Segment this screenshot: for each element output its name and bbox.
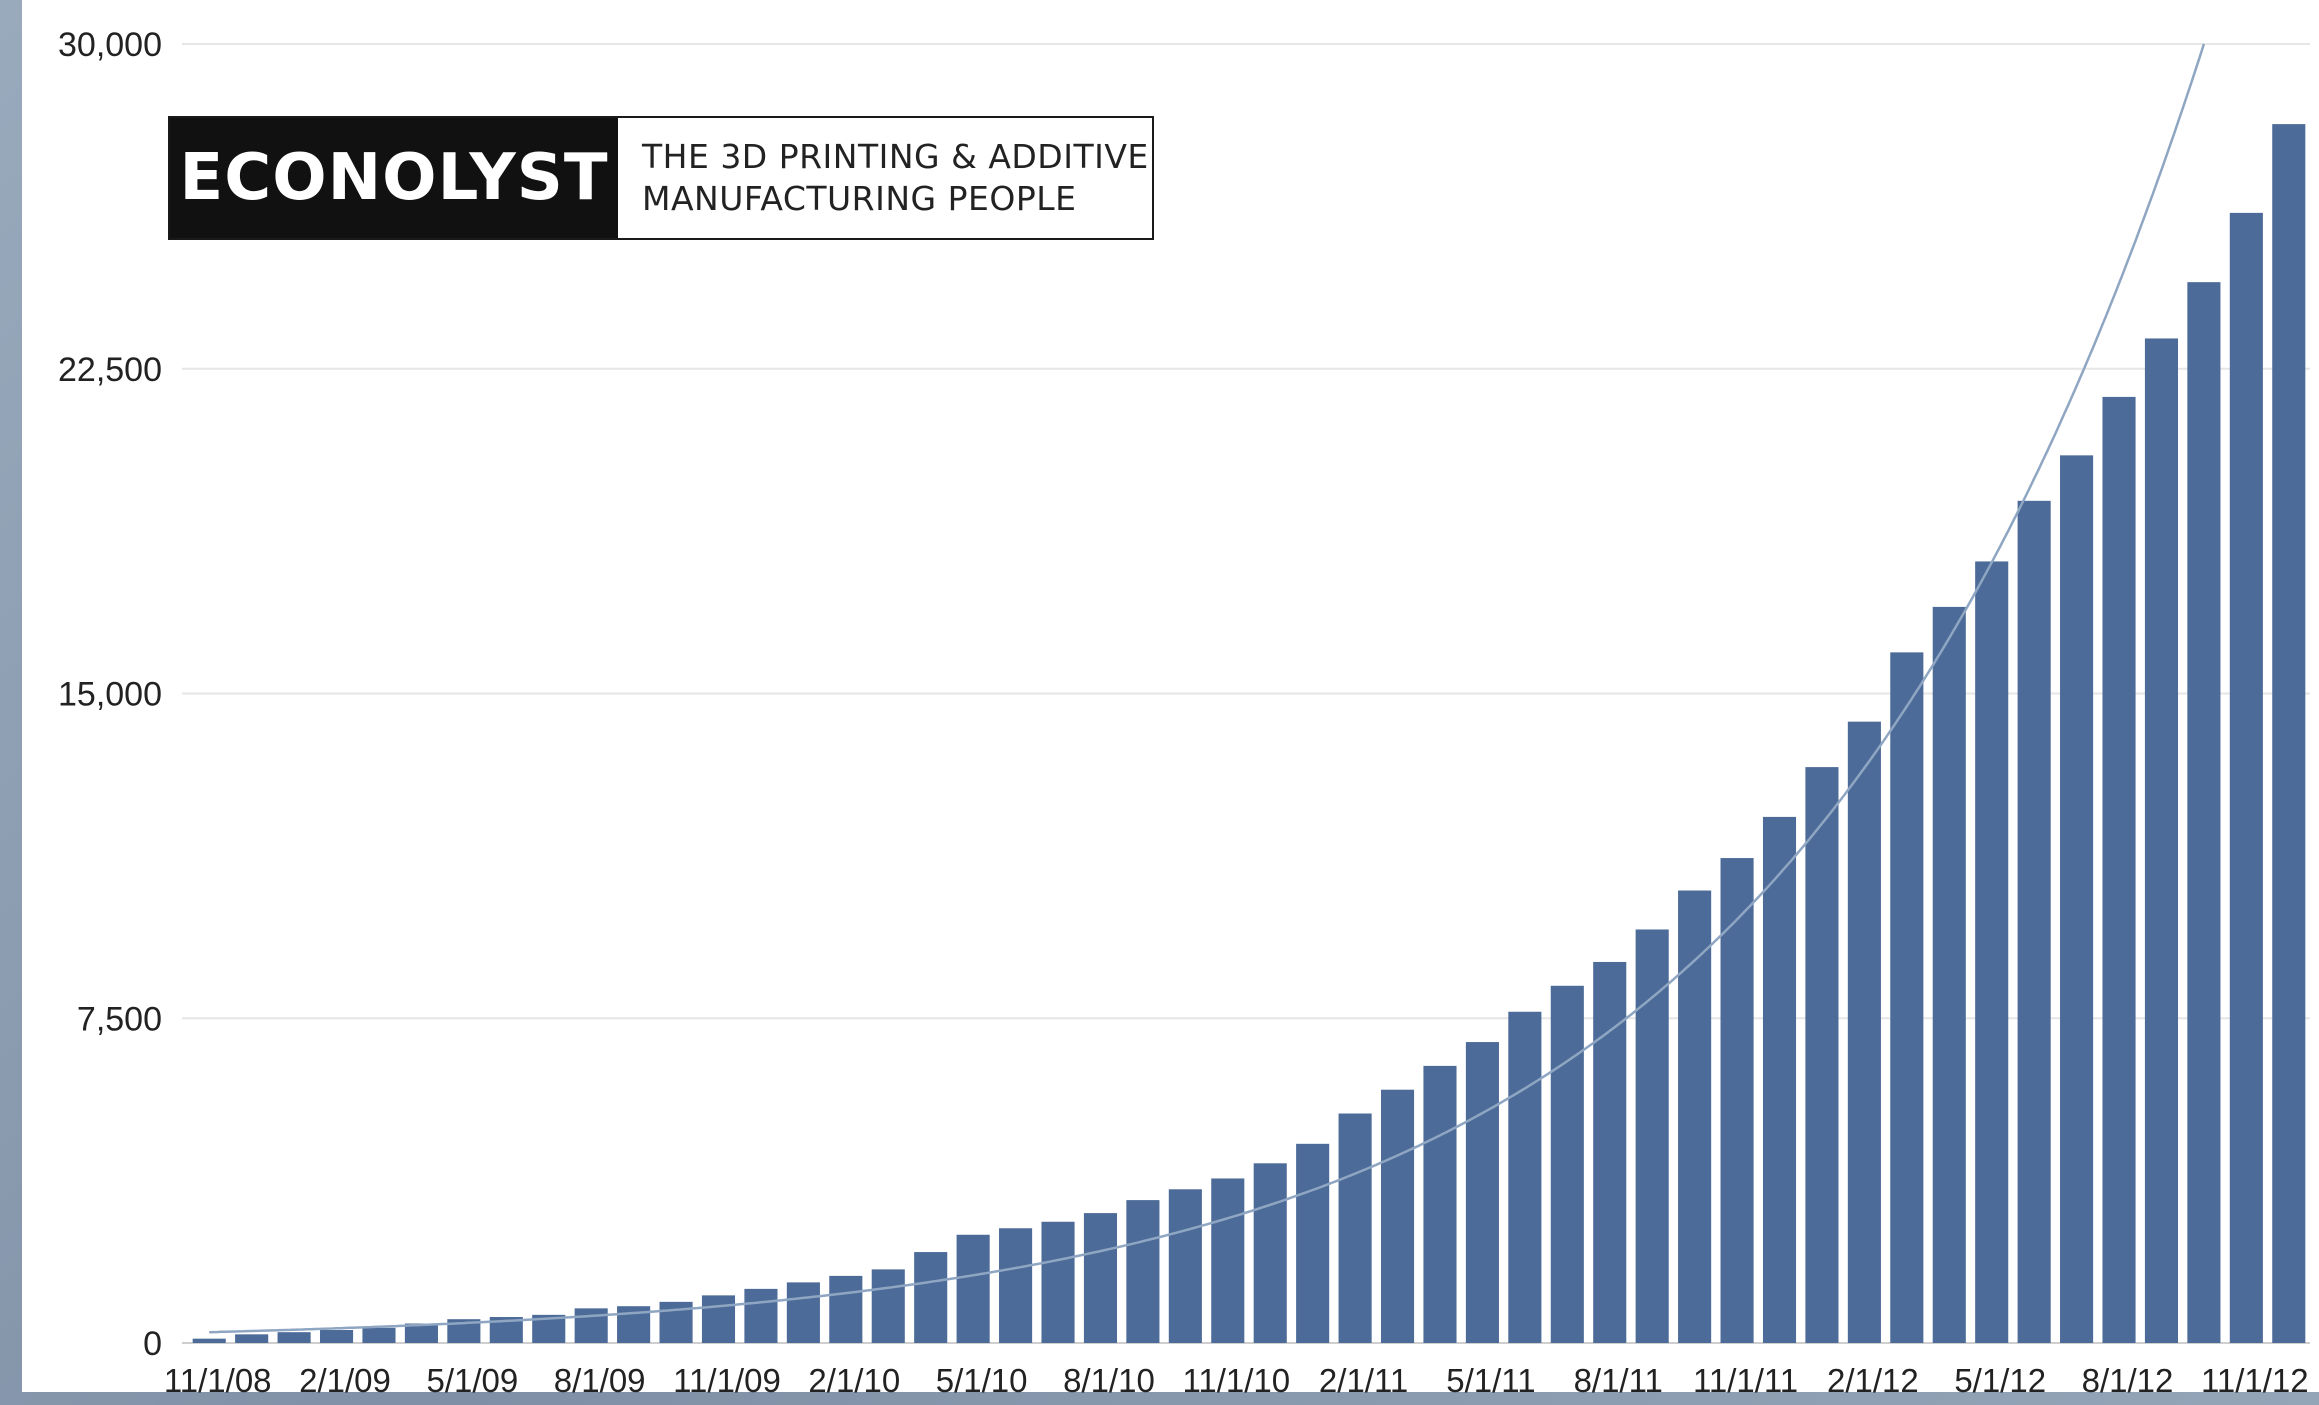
trend-curve: [209, 43, 2206, 1334]
x-tick-label: 11/1/09: [673, 1362, 781, 1399]
bar: [1083, 1213, 1118, 1343]
bar: [404, 1323, 438, 1343]
x-tick-label: 8/1/11: [1574, 1362, 1663, 1399]
bar: [574, 1308, 608, 1343]
bar: [447, 1319, 481, 1343]
logo-tagline-line-1: THE 3D PRINTING & ADDITIVE: [642, 137, 1149, 176]
bar: [2272, 124, 2306, 1344]
y-tick-label: 7,500: [77, 1000, 162, 1038]
bar: [829, 1275, 863, 1343]
y-tick-label: 0: [143, 1325, 162, 1363]
bar: [2017, 500, 2051, 1343]
bar: [1805, 767, 1839, 1343]
bar: [1847, 721, 1881, 1343]
bar: [2060, 455, 2094, 1344]
bar: [1975, 561, 2009, 1343]
bar: [2102, 396, 2136, 1343]
x-axis: 11/1/08 2/1/09 5/1/09 8/1/09 11/1/09 2/1/10 5/…: [164, 1362, 2309, 1399]
x-tick-label: 5/1/10: [936, 1362, 1028, 1399]
bar: [277, 1332, 311, 1343]
bar: [2144, 338, 2179, 1343]
x-tick-label: 5/1/11: [1446, 1362, 1535, 1399]
bar: [2229, 212, 2263, 1343]
bar: [1762, 816, 1797, 1343]
trend-line: [209, 43, 2206, 1334]
y-tick-label: 30,000: [58, 26, 162, 64]
logo-tagline-line-2: MANUFACTURING PEOPLE: [642, 179, 1077, 218]
bar: [1253, 1163, 1287, 1343]
x-tick-label: 11/1/12: [2201, 1362, 2309, 1399]
x-tick-label: 2/1/10: [808, 1362, 900, 1399]
x-tick-label: 8/1/10: [1063, 1362, 1155, 1399]
x-tick-label: 2/1/12: [1827, 1362, 1919, 1399]
bar: [999, 1228, 1033, 1343]
x-tick-label: 5/1/12: [1954, 1362, 2046, 1399]
bar: [1211, 1178, 1245, 1343]
bar: [1041, 1221, 1075, 1343]
bar: [1678, 890, 1712, 1343]
bar: [1508, 1011, 1542, 1343]
bar: [701, 1295, 736, 1343]
bars: [192, 124, 2306, 1344]
y-tick-label: 22,500: [58, 351, 162, 389]
bar: [192, 1338, 226, 1343]
bar: [2187, 282, 2221, 1343]
logo-wordmark: ECONOLYST: [170, 118, 618, 238]
bar: [1296, 1143, 1330, 1343]
x-tick-label: 11/1/10: [1182, 1362, 1290, 1399]
bar: [956, 1234, 990, 1343]
bar: [1423, 1065, 1457, 1343]
bar: [914, 1252, 948, 1343]
bar: [1635, 929, 1669, 1343]
bar: [1168, 1189, 1202, 1343]
x-tick-label: 2/1/09: [299, 1362, 391, 1399]
bar: [362, 1327, 396, 1343]
bar: [1932, 606, 1966, 1343]
bar: [1890, 652, 1924, 1343]
bar: [786, 1282, 820, 1343]
x-tick-label: 11/1/08: [164, 1362, 272, 1399]
bar: [1465, 1042, 1499, 1343]
econolyst-logo: ECONOLYST THE 3D PRINTING & ADDITIVE MAN…: [168, 116, 1154, 240]
x-tick-label: 2/1/11: [1319, 1362, 1408, 1399]
bar: [235, 1334, 269, 1343]
bar: [319, 1330, 354, 1343]
logo-tagline: THE 3D PRINTING & ADDITIVE MANUFACTURING…: [618, 118, 1152, 238]
bar: [1720, 858, 1754, 1343]
y-tick-label: 15,000: [58, 676, 162, 714]
bar: [1593, 961, 1627, 1343]
bar: [1550, 985, 1584, 1343]
y-axis: 0 7,500 15,000 22,500 30,000: [58, 26, 162, 1363]
x-tick-label: 8/1/12: [2082, 1362, 2174, 1399]
x-tick-label: 11/1/11: [1693, 1362, 1798, 1399]
bar: [871, 1269, 905, 1343]
x-tick-label: 8/1/09: [554, 1362, 646, 1399]
bar: [1126, 1200, 1160, 1343]
bar: [1338, 1113, 1372, 1343]
x-tick-label: 5/1/09: [426, 1362, 518, 1399]
bar: [1380, 1089, 1415, 1343]
bar: [744, 1288, 778, 1343]
